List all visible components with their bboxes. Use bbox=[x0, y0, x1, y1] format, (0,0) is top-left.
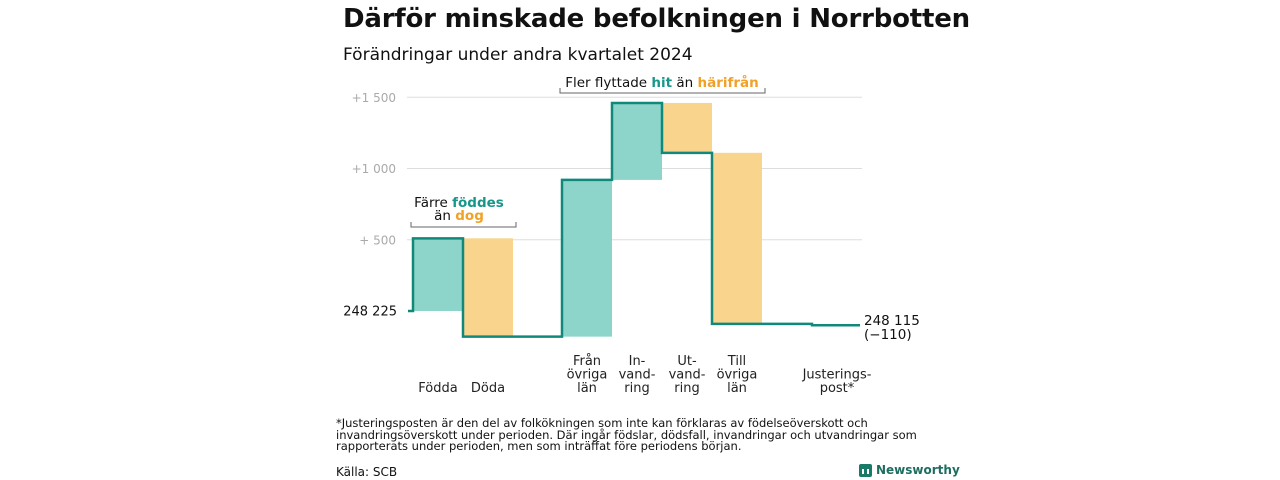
start-value-label: 248 225 bbox=[343, 305, 397, 320]
x-category-label: In-vand-ring bbox=[619, 354, 656, 396]
bar-invandring bbox=[612, 102, 662, 180]
newsworthy-logo-icon bbox=[859, 463, 872, 477]
bar-döda bbox=[463, 238, 513, 337]
waterfall-step-line bbox=[408, 101, 860, 338]
bar-utvandring bbox=[662, 102, 712, 153]
x-category-label: Ut-vand-ring bbox=[669, 354, 706, 396]
x-category-label: Justerings-post* bbox=[802, 368, 872, 397]
bar-från-övriga-län bbox=[562, 179, 612, 337]
y-tick-label: +1 000 bbox=[352, 162, 396, 176]
brand-name: Newsworthy bbox=[876, 463, 960, 477]
y-tick-label: +1 500 bbox=[352, 91, 396, 105]
x-category-label: Födda bbox=[418, 381, 457, 396]
chart-title: Därför minskade befolkningen i Norrbotte… bbox=[343, 4, 970, 34]
source-label: Källa: SCB bbox=[336, 465, 398, 479]
end-value-label: 248 115 bbox=[864, 313, 920, 329]
annotation-births-line1: Färre föddes bbox=[414, 195, 504, 211]
annotation-bracket bbox=[410, 222, 517, 228]
x-category-label: Döda bbox=[471, 381, 505, 396]
y-tick-label: + 500 bbox=[359, 233, 396, 247]
x-category-label: Till övriga län bbox=[717, 354, 758, 396]
end-change-label: (−110) bbox=[864, 327, 912, 343]
annotation-bracket bbox=[559, 88, 766, 94]
brand: Newsworthy bbox=[859, 463, 960, 477]
x-category-label: Från övriga län bbox=[567, 354, 608, 396]
annotation-births-line2: än dog bbox=[434, 208, 484, 224]
footnote: *Justeringsposten är den del av folkökni… bbox=[336, 416, 917, 453]
bar-till-övriga-län bbox=[712, 152, 762, 324]
annotation-moves: Fler flyttade hit än härifrån bbox=[565, 74, 759, 91]
bar-födda bbox=[413, 238, 463, 311]
chart-subtitle: Förändringar under andra kvartalet 2024 bbox=[343, 45, 693, 65]
